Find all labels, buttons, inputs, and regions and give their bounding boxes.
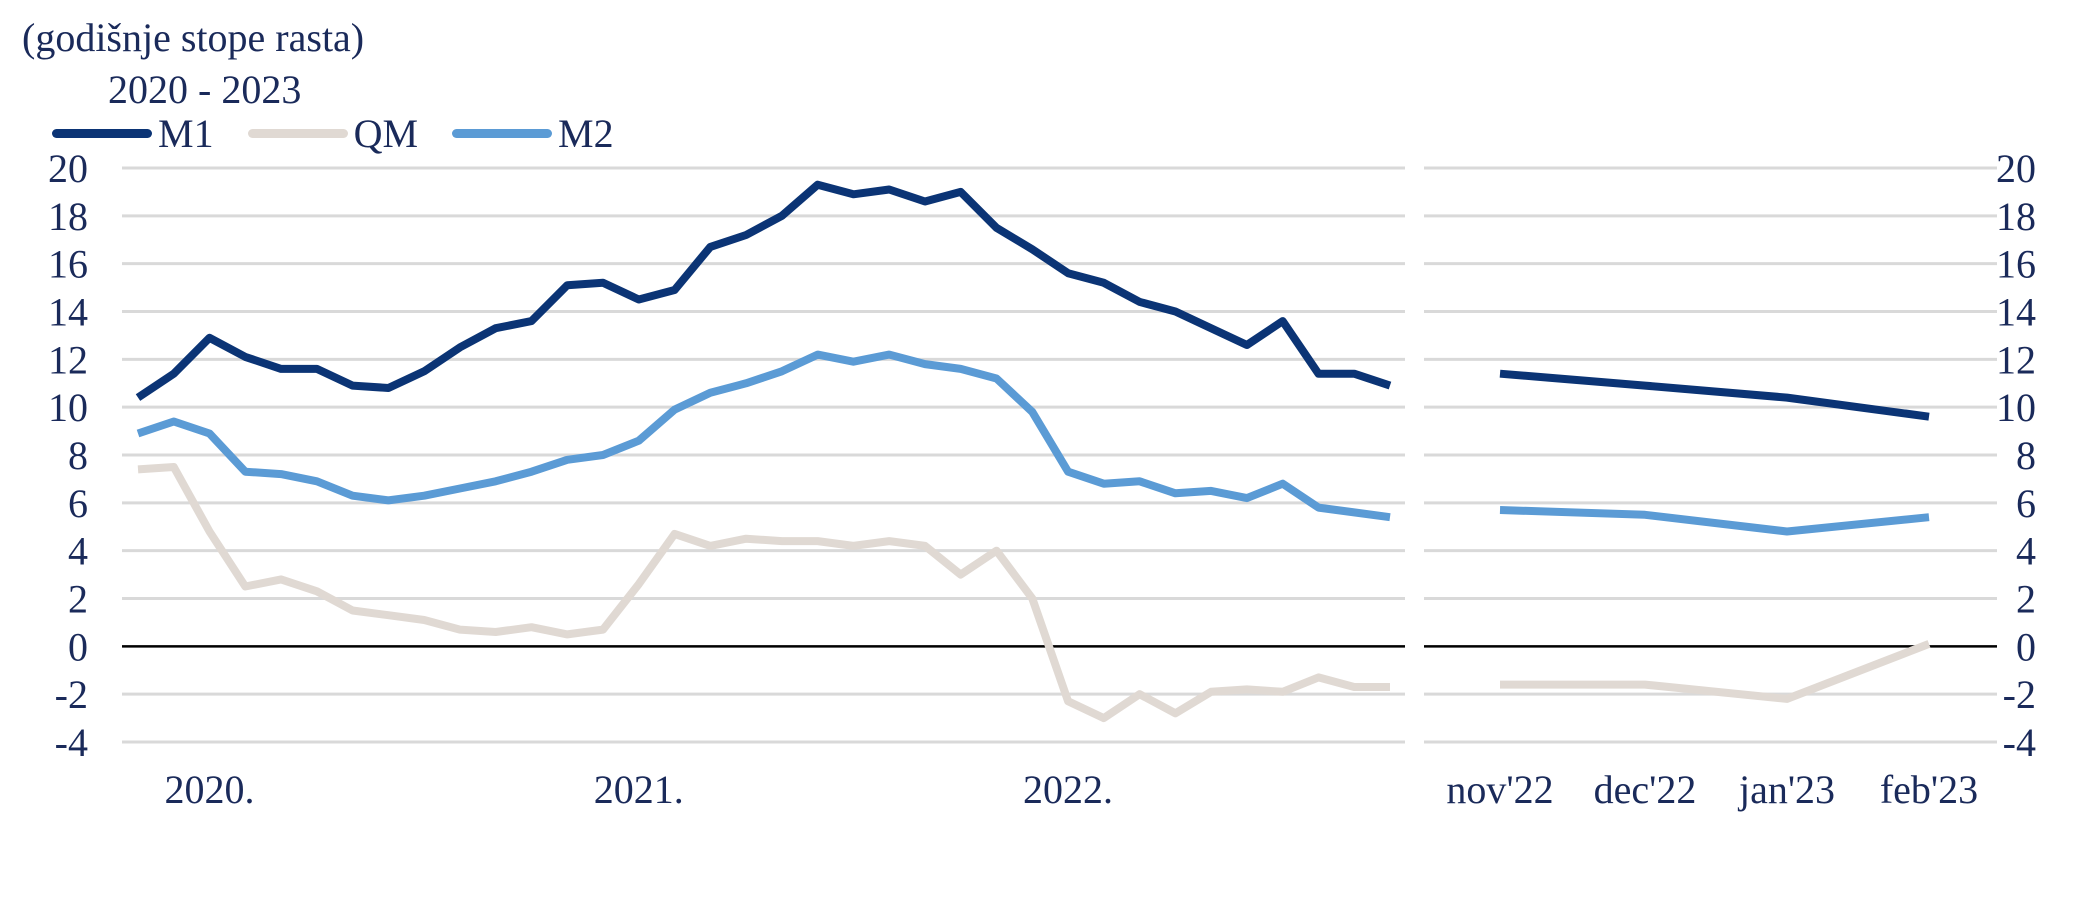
right-x-tick-label: dec'22 [1594, 767, 1697, 812]
left-y-tick-label: 2 [68, 577, 88, 622]
left-series-qm-line [137, 463, 1390, 723]
right-x-tick-label: jan'23 [1737, 767, 1835, 812]
left-y-tick-label: 18 [48, 194, 88, 239]
legend-item-qm: QM [247, 110, 419, 157]
legend: M1 QM M2 [52, 108, 648, 158]
left-series-m2-line [136, 350, 1391, 522]
legend-label-m1: M1 [158, 110, 214, 156]
right-y-tick-label: 6 [2016, 481, 2036, 526]
legend-swatch-qm [247, 128, 348, 138]
right-y-tick-label: 20 [1996, 146, 2036, 191]
right-series-m2-line [1499, 506, 1930, 536]
right-y-tick-label: 4 [2016, 529, 2036, 574]
right-y-tick-label: 12 [1996, 337, 2036, 382]
left-y-tick-label: 16 [48, 242, 88, 287]
left-y-tick-label: -2 [55, 672, 88, 717]
left-y-tick-label: 14 [48, 290, 88, 335]
right-series-m1-line [1499, 369, 1930, 421]
legend-swatch-m1 [52, 128, 152, 138]
chart-subtitle: (godišnje stope rasta) [22, 15, 365, 60]
left-y-tick-label: -4 [55, 720, 88, 765]
left-y-tick-label: 4 [68, 529, 88, 574]
legend-swatch-m2 [452, 128, 553, 138]
left-panel-chart: 2020. 2021. 2022. [122, 166, 1405, 812]
left-y-tick-label: 20 [48, 146, 88, 191]
legend-label-qm: QM [353, 110, 419, 156]
left-y-tick-label: 6 [68, 481, 88, 526]
left-y-tick-label: 12 [48, 337, 88, 382]
left-x-tick-label: 2021. [594, 767, 684, 812]
right-x-tick-label: nov'22 [1446, 767, 1553, 812]
left-x-tick-label: 2022. [1023, 767, 1113, 812]
left-y-tick-label: 8 [68, 433, 88, 478]
right-y-tick-label: 10 [1996, 385, 2036, 430]
right-y-tick-label: 18 [1996, 194, 2036, 239]
legend-item-m2: M2 [452, 110, 614, 157]
right-y-tick-label: -4 [2003, 720, 2036, 765]
period-label: 2020 - 2023 [108, 67, 302, 112]
legend-label-m2: M2 [558, 110, 614, 156]
left-y-tick-label: 0 [68, 624, 88, 669]
right-series-qm-line [1500, 640, 1931, 703]
right-y-tick-label: 16 [1996, 242, 2036, 287]
left-series-m1-line [135, 180, 1392, 401]
right-panel-chart: nov'22 dec'22 jan'23 feb'23 [1424, 166, 1997, 812]
right-y-tick-label: -2 [2003, 672, 2036, 717]
right-y-tick-label: 8 [2016, 433, 2036, 478]
left-x-tick-label: 2020. [165, 767, 255, 812]
right-y-tick-label: 14 [1996, 290, 2036, 335]
legend-item-m1: M1 [52, 110, 214, 157]
right-y-tick-label: 2 [2016, 577, 2036, 622]
right-y-tick-label: 0 [2016, 624, 2036, 669]
left-y-tick-label: 10 [48, 385, 88, 430]
right-x-tick-label: feb'23 [1880, 767, 1978, 812]
